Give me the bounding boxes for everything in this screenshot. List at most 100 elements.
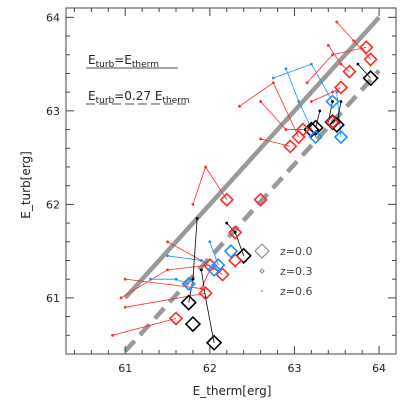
legend-marker-z00 (254, 243, 270, 259)
track-point-16-1 (297, 100, 301, 103)
track-line-0 (112, 318, 177, 336)
track-point-21-1 (233, 231, 237, 234)
track-point-4-0 (191, 202, 195, 206)
track-line-25 (357, 63, 371, 79)
marker-series1-point0 (168, 311, 184, 326)
marker-series1-point10 (295, 122, 311, 137)
x-tick-label-2: 63 (287, 362, 301, 375)
marker-series1-point12 (333, 80, 349, 95)
track-point-2-1 (166, 268, 169, 272)
marker-series2-point4 (308, 129, 323, 145)
legend: z=0.0 z=0.3 z=0.6 (254, 243, 312, 298)
legend-marker-z06 (261, 290, 263, 292)
annotation-fraction-sub2: therm (162, 96, 189, 106)
annotation-fraction-main: E (88, 89, 96, 103)
marker-series1-point3 (215, 267, 230, 282)
track-point-21-0 (225, 221, 229, 225)
marker-series2-point0 (181, 276, 196, 291)
marker-series1-point14 (359, 40, 374, 55)
track-point-5-0 (123, 277, 127, 281)
track-point-12-0 (335, 20, 339, 24)
x-tick-label-0: 61 (118, 362, 132, 375)
track-point-10-0 (326, 44, 330, 47)
annotation-equal-main: E (88, 53, 96, 67)
annotation-equal-sub2: therm (132, 60, 159, 70)
track-point-8-1 (284, 128, 288, 131)
marker-series1-point11 (325, 114, 340, 130)
track-point-10-1 (339, 62, 343, 66)
marker-series0-point8 (362, 70, 379, 87)
track-point-17-0 (271, 76, 275, 80)
track-point-7-0 (238, 104, 241, 108)
track-point-11-1 (331, 90, 334, 94)
x-tick-label-1: 62 (203, 362, 217, 375)
marker-series0-point1 (184, 315, 202, 333)
marker-series0-point5 (307, 119, 324, 136)
track-point-22-0 (318, 109, 322, 113)
y-tick-label-2: 63 (46, 105, 60, 118)
marker-series1-point15 (363, 52, 378, 67)
track-point-2-0 (119, 296, 123, 300)
track-point-0-0 (111, 333, 114, 337)
track-point-20-0 (199, 268, 203, 272)
svg-text:Eturb=0.27 Etherm: Eturb=0.27 Etherm (88, 89, 190, 106)
legend-label-z03: z=0.3 (280, 265, 312, 278)
marker-series0-point7 (328, 116, 345, 134)
marker-series1-point4 (219, 192, 234, 207)
svg-text:Eturb=Etherm: Eturb=Etherm (88, 53, 159, 70)
marker-series1-point7 (253, 192, 268, 207)
marker-series2-point5 (325, 94, 340, 109)
legend-marker-z03 (259, 268, 265, 274)
track-point-13-1 (174, 277, 178, 281)
track-point-12-1 (352, 39, 356, 43)
marker-series1-point5 (228, 253, 243, 268)
track-point-15-0 (208, 240, 212, 244)
track-point-14-1 (199, 259, 203, 262)
marker-series0-point2 (205, 334, 223, 351)
y-axis-title: E_turb[erg] (19, 151, 33, 219)
track-line-22 (315, 110, 321, 128)
marker-series0-point3 (235, 247, 252, 264)
marker-series1-point1 (198, 286, 213, 301)
axis-ticks: 61 62 63 64 61 62 63 64 (46, 8, 396, 375)
annotation-fraction-mid: =0.27 E (114, 89, 162, 103)
track-point-19-1 (191, 277, 195, 281)
annotation-equal-sub1: turb (96, 60, 115, 70)
track-point-9-0 (305, 81, 309, 85)
track-point-1-0 (123, 305, 127, 309)
track-point-5-1 (199, 287, 203, 290)
y-tick-label-1: 62 (46, 198, 60, 211)
y-tick-label-0: 61 (46, 292, 60, 305)
marker-series2-point1 (206, 262, 222, 277)
track-point-25-0 (356, 62, 360, 66)
marker-series1-point13 (342, 64, 357, 79)
y-tick-label-3: 64 (46, 11, 60, 24)
annotation-fraction-sub1: turb (96, 96, 115, 106)
annotation-equal: Eturb=Etherm (86, 53, 178, 70)
track-point-4-1 (204, 165, 208, 169)
track-point-17-1 (309, 62, 313, 66)
track-point-23-0 (331, 100, 334, 103)
x-tick-label-3: 64 (372, 362, 386, 375)
legend-label-z06: z=0.6 (280, 285, 312, 298)
track-point-14-0 (166, 254, 169, 258)
track-point-9-1 (331, 53, 334, 57)
marker-series2-point2 (211, 258, 226, 273)
legend-label-z00: z=0.0 (280, 245, 312, 258)
track-point-24-0 (339, 100, 343, 103)
track-point-16-0 (284, 67, 288, 71)
x-axis-title: E_therm[erg] (193, 384, 272, 398)
track-point-18-0 (335, 90, 339, 94)
marker-series2-point3 (223, 244, 239, 259)
marker-series1-point6 (228, 225, 243, 240)
plot-frame (65, 7, 397, 355)
reference-line-0 (123, 15, 381, 300)
track-point-7-1 (271, 81, 275, 85)
data-markers (168, 40, 379, 351)
marker-series2-point6 (333, 129, 349, 145)
annotation-fraction: Eturb=0.27 Etherm (86, 89, 190, 106)
track-point-8-0 (259, 100, 263, 103)
